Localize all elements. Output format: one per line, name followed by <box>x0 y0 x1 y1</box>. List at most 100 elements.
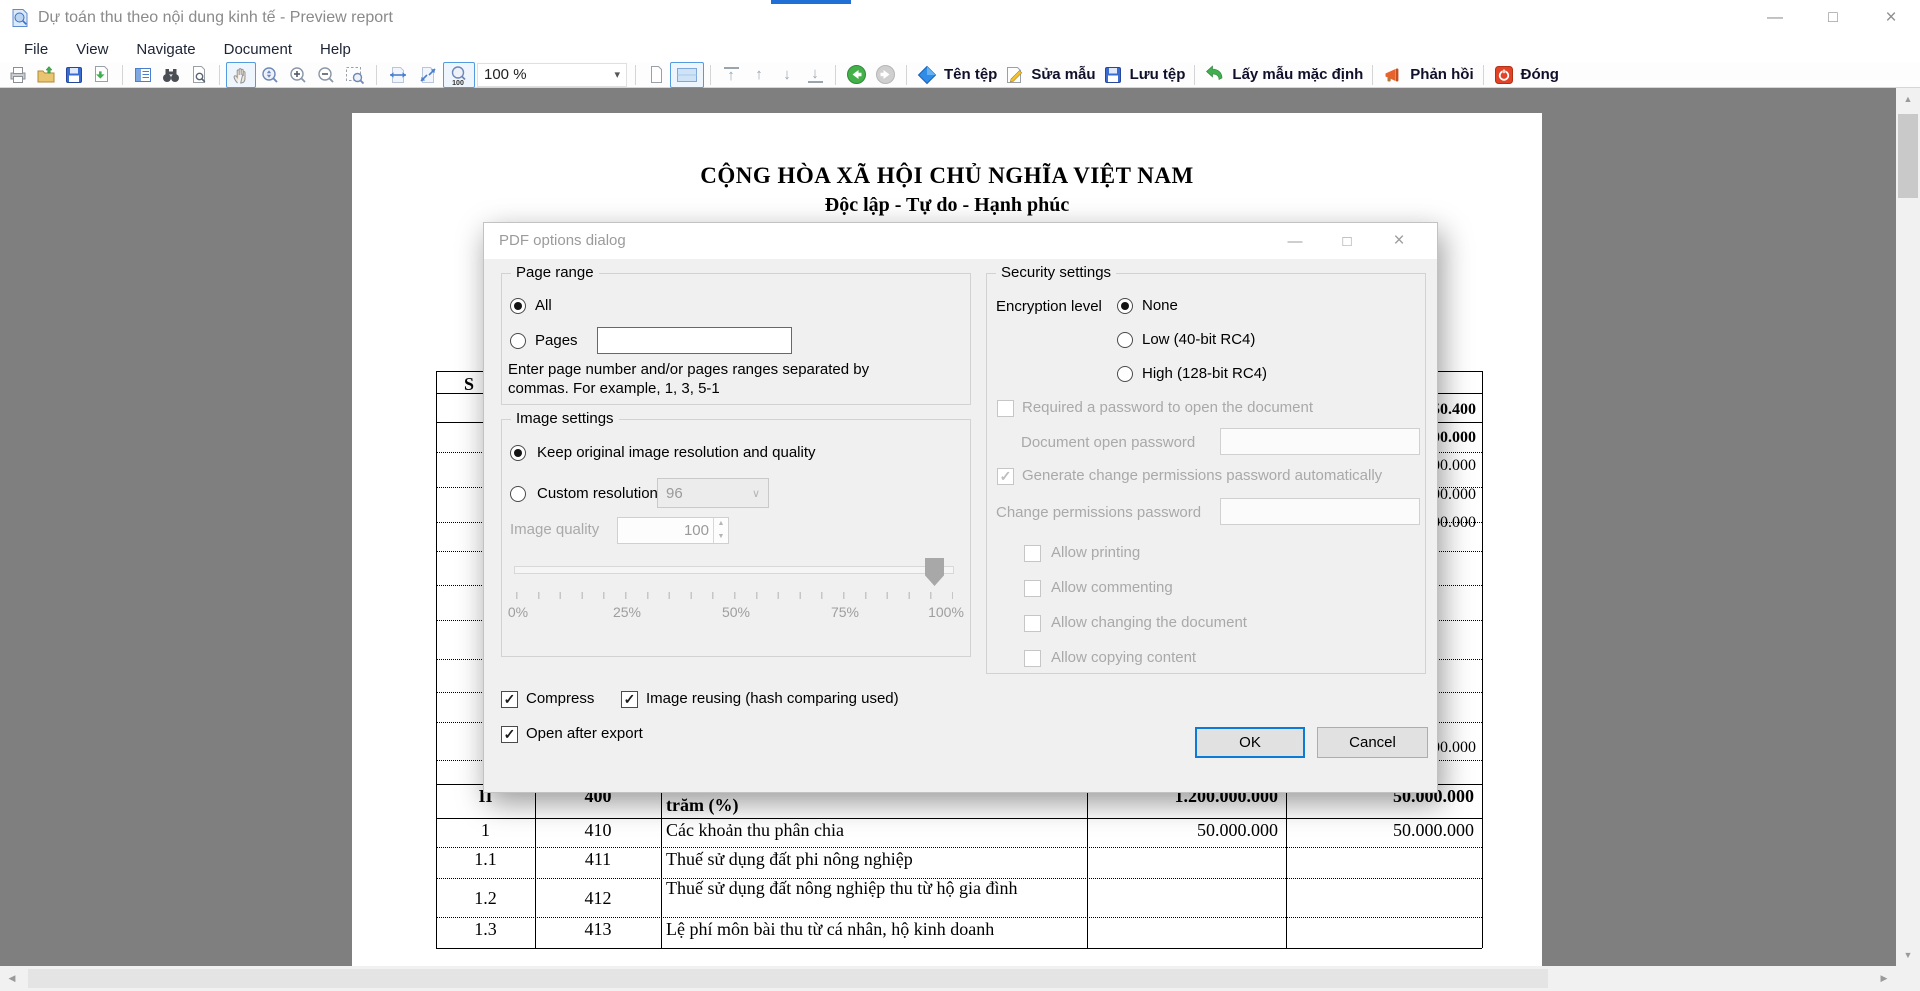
cell-code: 413 <box>584 919 612 939</box>
zoom-100-button[interactable]: 100 <box>443 61 475 88</box>
dialog-title-bar[interactable]: PDF options dialog — □ × <box>484 223 1437 259</box>
table-grid-line <box>436 917 1482 918</box>
open-after-export-label: Open after export <box>526 725 643 742</box>
fit-page-button[interactable] <box>413 62 443 88</box>
menu-help[interactable]: Help <box>320 41 351 58</box>
page-range-all-radio[interactable] <box>510 298 526 314</box>
cell-desc: trăm (%) <box>666 795 739 815</box>
zoom-dynamic-button[interactable] <box>256 62 284 88</box>
compress-checkbox[interactable]: ✓ <box>501 691 518 708</box>
thumbnails-button[interactable] <box>129 62 157 88</box>
menu-document[interactable]: Document <box>223 41 292 58</box>
vertical-scrollbar[interactable]: ▲ ▼ <box>1896 88 1920 966</box>
require-password-checkbox <box>997 400 1014 417</box>
prev-page-button[interactable]: ↑ <box>745 62 773 88</box>
encryption-none-radio[interactable] <box>1117 298 1133 314</box>
find-button[interactable] <box>157 62 185 88</box>
print-button[interactable] <box>4 62 32 88</box>
table-amount-fragment: 00.000 <box>1432 457 1476 474</box>
edit-template-button[interactable]: Sửa mẫu <box>1000 62 1098 88</box>
zoom-custom-button[interactable] <box>340 62 370 88</box>
encryption-high-radio[interactable] <box>1117 366 1133 382</box>
save-file-button[interactable]: Lưu tệp <box>1099 62 1189 88</box>
dialog-maximize-button[interactable]: □ <box>1342 232 1352 250</box>
generate-password-checkbox: ✓ <box>997 468 1014 485</box>
window-minimize-button[interactable]: — <box>1767 9 1783 26</box>
horizontal-scrollbar[interactable]: ◀ ▶ <box>0 966 1896 991</box>
save-file-label: Lưu tệp <box>1129 66 1186 83</box>
horizontal-scroll-thumb[interactable] <box>28 969 1548 988</box>
ok-button[interactable]: OK <box>1195 727 1305 758</box>
megaphone-icon <box>1385 68 1399 81</box>
cell-desc: Lệ phí môn bài thu từ cá nhân, hộ kinh d… <box>666 919 995 939</box>
table-row: 1.3 413 Lệ phí môn bài thu từ cá nhân, h… <box>436 917 1482 948</box>
table-row: 1 410 Các khoản thu phân chia 50.000.000… <box>436 818 1482 847</box>
fit-width-button[interactable] <box>383 62 413 88</box>
table-grid-line <box>436 371 437 948</box>
scroll-right-icon[interactable]: ▶ <box>1880 973 1888 983</box>
first-page-button[interactable]: ↑ <box>717 62 745 88</box>
window-maximize-button[interactable]: □ <box>1828 9 1838 26</box>
close-preview-label: Đóng <box>1520 66 1559 83</box>
zoom-100-icon: 100 <box>451 65 466 87</box>
open-after-export-checkbox[interactable]: ✓ <box>501 726 518 743</box>
forward-icon <box>876 65 895 84</box>
open-button[interactable] <box>32 62 60 88</box>
back-button[interactable] <box>842 62 871 88</box>
close-preview-icon <box>1494 65 1513 84</box>
cell-stt: 1.3 <box>474 919 497 939</box>
fit-page-icon <box>420 66 436 83</box>
text-search-button[interactable] <box>185 62 213 88</box>
open-folder-icon <box>37 65 55 82</box>
zoom-level-combobox[interactable]: 100 % ▾ <box>477 62 627 87</box>
scroll-up-icon[interactable]: ▲ <box>1903 94 1913 104</box>
forward-button[interactable] <box>871 62 900 88</box>
default-template-label: Lấy mẫu mặc định <box>1232 66 1364 83</box>
save-button[interactable] <box>60 62 88 88</box>
keep-resolution-radio[interactable] <box>510 445 526 461</box>
slider-ticks <box>516 592 953 599</box>
close-preview-button[interactable]: Đóng <box>1490 62 1562 88</box>
hand-tool-button[interactable] <box>226 61 256 88</box>
dialog-close-button[interactable]: × <box>1393 230 1405 251</box>
zoom-out-button[interactable] <box>312 62 340 88</box>
zoom-in-button[interactable] <box>284 62 312 88</box>
last-page-button[interactable]: ↓ <box>801 62 829 88</box>
custom-resolution-radio[interactable] <box>510 486 526 502</box>
allow-printing-checkbox <box>1024 545 1041 562</box>
encryption-low-radio[interactable] <box>1117 332 1133 348</box>
page-range-pages-radio[interactable] <box>510 333 526 349</box>
continuous-pages-button[interactable] <box>670 61 704 88</box>
chevron-down-icon: ▾ <box>614 69 620 81</box>
export-button[interactable] <box>88 62 116 88</box>
hand-icon <box>233 67 246 84</box>
encryption-high-label: High (128-bit RC4) <box>1142 365 1268 382</box>
change-permissions-password-label: Change permissions password <box>996 504 1202 521</box>
image-reusing-checkbox[interactable]: ✓ <box>621 691 638 708</box>
dialog-minimize-button[interactable]: — <box>1287 232 1303 250</box>
vertical-scroll-thumb[interactable] <box>1898 114 1918 198</box>
single-page-button[interactable] <box>642 62 670 88</box>
pages-input[interactable] <box>597 327 792 354</box>
window-close-button[interactable]: × <box>1885 7 1897 28</box>
security-settings-legend: Security settings <box>996 264 1117 281</box>
scroll-down-icon[interactable]: ▼ <box>1903 950 1913 960</box>
scroll-left-icon[interactable]: ◀ <box>8 973 16 983</box>
cell-desc: Các khoản thu phân chia <box>666 820 844 840</box>
allow-commenting-checkbox <box>1024 580 1041 597</box>
default-template-button[interactable]: Lấy mẫu mặc định <box>1201 62 1366 88</box>
document-open-password-field <box>1220 428 1420 455</box>
next-page-button[interactable]: ↓ <box>773 62 801 88</box>
file-name-icon <box>917 65 937 84</box>
cancel-button[interactable]: Cancel <box>1317 727 1428 758</box>
table-amount-fragment: 50.400 <box>1432 401 1476 418</box>
menu-navigate[interactable]: Navigate <box>136 41 196 58</box>
feedback-button[interactable]: Phản hồi <box>1379 62 1476 88</box>
file-name-button[interactable]: Tên tệp <box>913 62 1000 88</box>
slider-tick-label: 75% <box>830 604 860 620</box>
menu-view[interactable]: View <box>76 41 109 58</box>
window-title: Dự toán thu theo nội dung kinh tế - Prev… <box>38 9 393 26</box>
first-page-icon: ↑ <box>723 66 739 83</box>
table-grid-line <box>436 847 1482 848</box>
menu-file[interactable]: File <box>24 41 49 58</box>
